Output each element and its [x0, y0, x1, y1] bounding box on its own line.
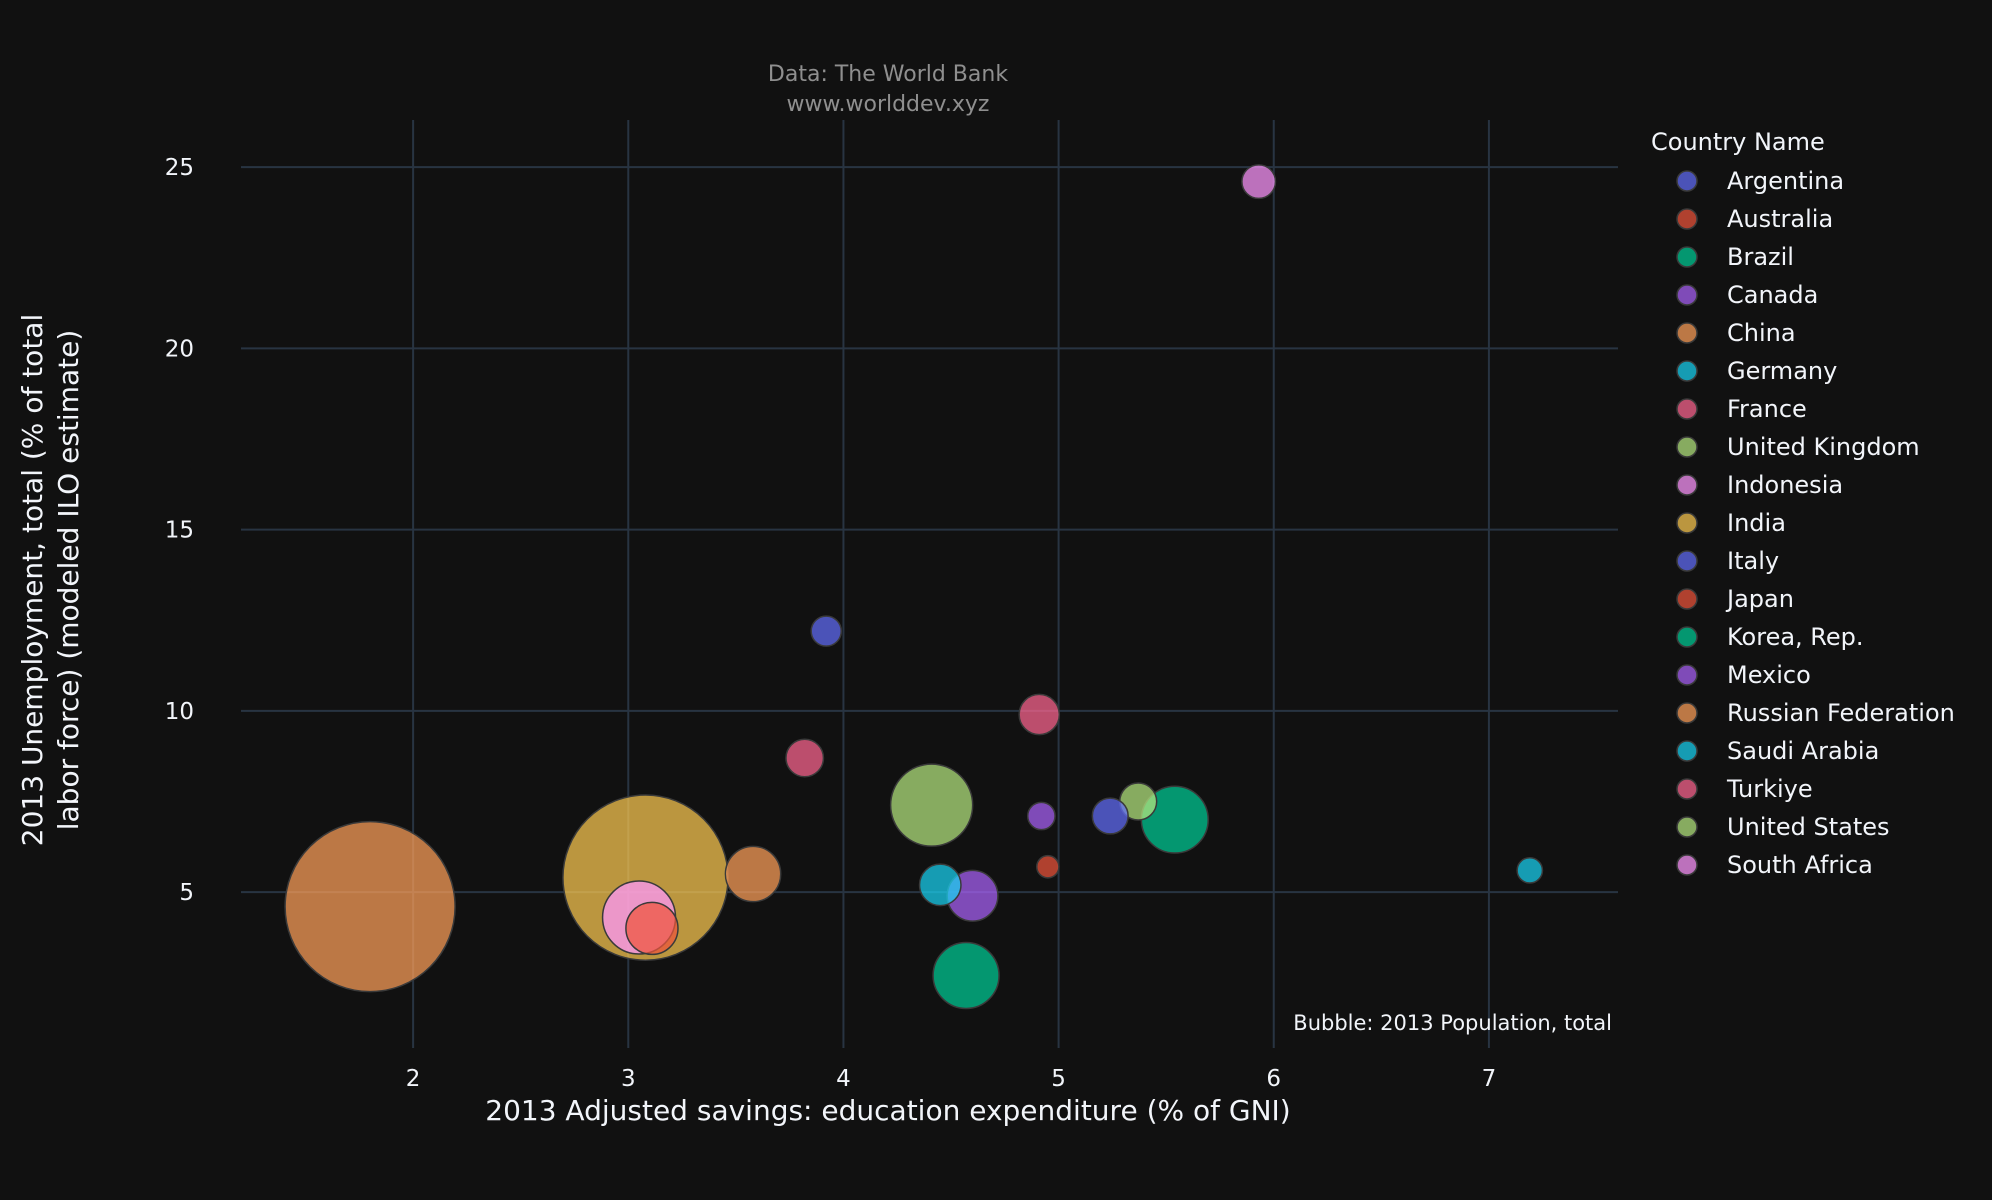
legend-item-united-states[interactable]: United States: [1676, 813, 1890, 841]
legend-label: Canada: [1727, 281, 1818, 309]
legend-marker: [1676, 702, 1698, 724]
bubble-size-note: Bubble: 2013 Population, total: [1293, 1011, 1612, 1035]
y-tick-label: 5: [179, 880, 194, 906]
x-tick-label: 4: [836, 1066, 851, 1092]
legend-label: Japan: [1725, 585, 1794, 613]
legend-item-south-africa[interactable]: South Africa: [1676, 851, 1873, 879]
legend-item-russian-federation[interactable]: Russian Federation: [1676, 699, 1955, 727]
x-tick-label: 5: [1051, 1066, 1066, 1092]
legend-marker: [1676, 664, 1698, 686]
y-axis-title-line-1: 2013 Unemployment, total (% of total: [16, 314, 49, 846]
legend-marker: [1676, 778, 1698, 800]
bubble-france[interactable]: [785, 738, 825, 778]
y-tick-label: 10: [165, 699, 194, 725]
source-line-2: www.worlddev.xyz: [787, 92, 990, 117]
bubble-japan[interactable]: [625, 901, 679, 956]
legend-item-china[interactable]: China: [1676, 319, 1796, 347]
x-tick-label: 2: [406, 1066, 421, 1092]
legend-label: Germany: [1727, 357, 1837, 385]
x-axis-title: 2013 Adjusted savings: education expendi…: [485, 1094, 1290, 1127]
source-line-1: Data: The World Bank: [768, 62, 1008, 87]
legend-item-germany[interactable]: Germany: [1676, 357, 1837, 385]
legend-item-saudi-arabia[interactable]: Saudi Arabia: [1676, 737, 1879, 765]
x-tick-label: 3: [621, 1066, 636, 1092]
bubble-germany[interactable]: [918, 863, 962, 907]
legend-marker: [1676, 208, 1698, 230]
legend-marker: [1676, 512, 1698, 534]
legend[interactable]: Argentina Australia Brazil Canada China Germa…: [1676, 167, 1955, 879]
legend-label: Argentina: [1727, 167, 1844, 195]
legend-label: Italy: [1727, 547, 1779, 575]
legend-item-brazil[interactable]: Brazil: [1676, 243, 1794, 271]
legend-label: Mexico: [1727, 661, 1811, 689]
y-axis-title-line-2: labor force) (modeled ILO estimate): [52, 330, 85, 831]
legend-marker: [1676, 436, 1698, 458]
legend-marker: [1676, 474, 1698, 496]
legend-marker: [1676, 322, 1698, 344]
legend-label: France: [1727, 395, 1807, 423]
x-tick-label: 6: [1266, 1066, 1281, 1092]
legend-marker: [1676, 626, 1698, 648]
bubble-russian-federation[interactable]: [724, 845, 782, 903]
y-axis-title: 2013 Unemployment, total (% of total lab…: [16, 314, 85, 846]
legend-label: Russian Federation: [1727, 699, 1955, 727]
bubble-united-states[interactable]: [889, 763, 974, 847]
x-tick-label: 7: [1482, 1066, 1497, 1092]
y-tick-label: 25: [165, 155, 194, 181]
legend-marker: [1676, 816, 1698, 838]
bubble-italy[interactable]: [1091, 797, 1129, 835]
bubble-canada[interactable]: [1026, 801, 1056, 831]
legend-label: Indonesia: [1727, 471, 1843, 499]
legend-item-turkiye[interactable]: Turkiye: [1676, 775, 1813, 803]
legend-label: China: [1727, 319, 1796, 347]
bubbles: [284, 164, 1544, 1010]
grid: [241, 120, 1618, 1048]
legend-item-japan[interactable]: Japan: [1676, 585, 1794, 613]
legend-label: Saudi Arabia: [1727, 737, 1879, 765]
bubble-australia[interactable]: [1035, 854, 1060, 879]
legend-label: United States: [1727, 813, 1890, 841]
legend-label: Korea, Rep.: [1727, 623, 1864, 651]
legend-marker: [1676, 588, 1698, 610]
legend-marker: [1676, 740, 1698, 762]
legend-item-korea-rep[interactable]: Korea, Rep.: [1676, 623, 1864, 651]
legend-item-italy[interactable]: Italy: [1676, 547, 1779, 575]
bubble-saudi-arabia[interactable]: [1516, 856, 1544, 884]
bubble-turkiye[interactable]: [1018, 693, 1061, 736]
legend-label: United Kingdom: [1727, 433, 1920, 461]
legend-item-united-kingdom[interactable]: United Kingdom: [1676, 433, 1920, 461]
legend-title: Country Name: [1651, 128, 1825, 156]
bubble-argentina[interactable]: [810, 615, 843, 647]
legend-item-canada[interactable]: Canada: [1676, 281, 1818, 309]
legend-item-argentina[interactable]: Argentina: [1676, 167, 1844, 195]
bubble-indonesia[interactable]: [1241, 164, 1277, 200]
bubble-brazil[interactable]: [932, 941, 1000, 1010]
legend-label: South Africa: [1727, 851, 1873, 879]
legend-label: India: [1727, 509, 1786, 537]
legend-item-indonesia[interactable]: Indonesia: [1676, 471, 1843, 499]
legend-label: Brazil: [1727, 243, 1794, 271]
legend-item-india[interactable]: India: [1676, 509, 1786, 537]
legend-marker: [1676, 170, 1698, 192]
legend-marker: [1676, 246, 1698, 268]
legend-marker: [1676, 550, 1698, 572]
legend-label: Australia: [1727, 205, 1833, 233]
legend-item-france[interactable]: France: [1676, 395, 1807, 423]
legend-label: Turkiye: [1726, 775, 1813, 803]
bubble-china[interactable]: [284, 820, 456, 993]
y-tick-label: 20: [165, 336, 194, 362]
legend-marker: [1676, 360, 1698, 382]
legend-marker: [1676, 284, 1698, 306]
legend-item-mexico[interactable]: Mexico: [1676, 661, 1811, 689]
legend-marker: [1676, 398, 1698, 420]
legend-marker: [1676, 854, 1698, 876]
tick-labels: 2 3 4 5 6 7 5 10 15 20 25: [165, 155, 1497, 1092]
y-tick-label: 15: [165, 518, 194, 544]
legend-item-australia[interactable]: Australia: [1676, 205, 1833, 233]
